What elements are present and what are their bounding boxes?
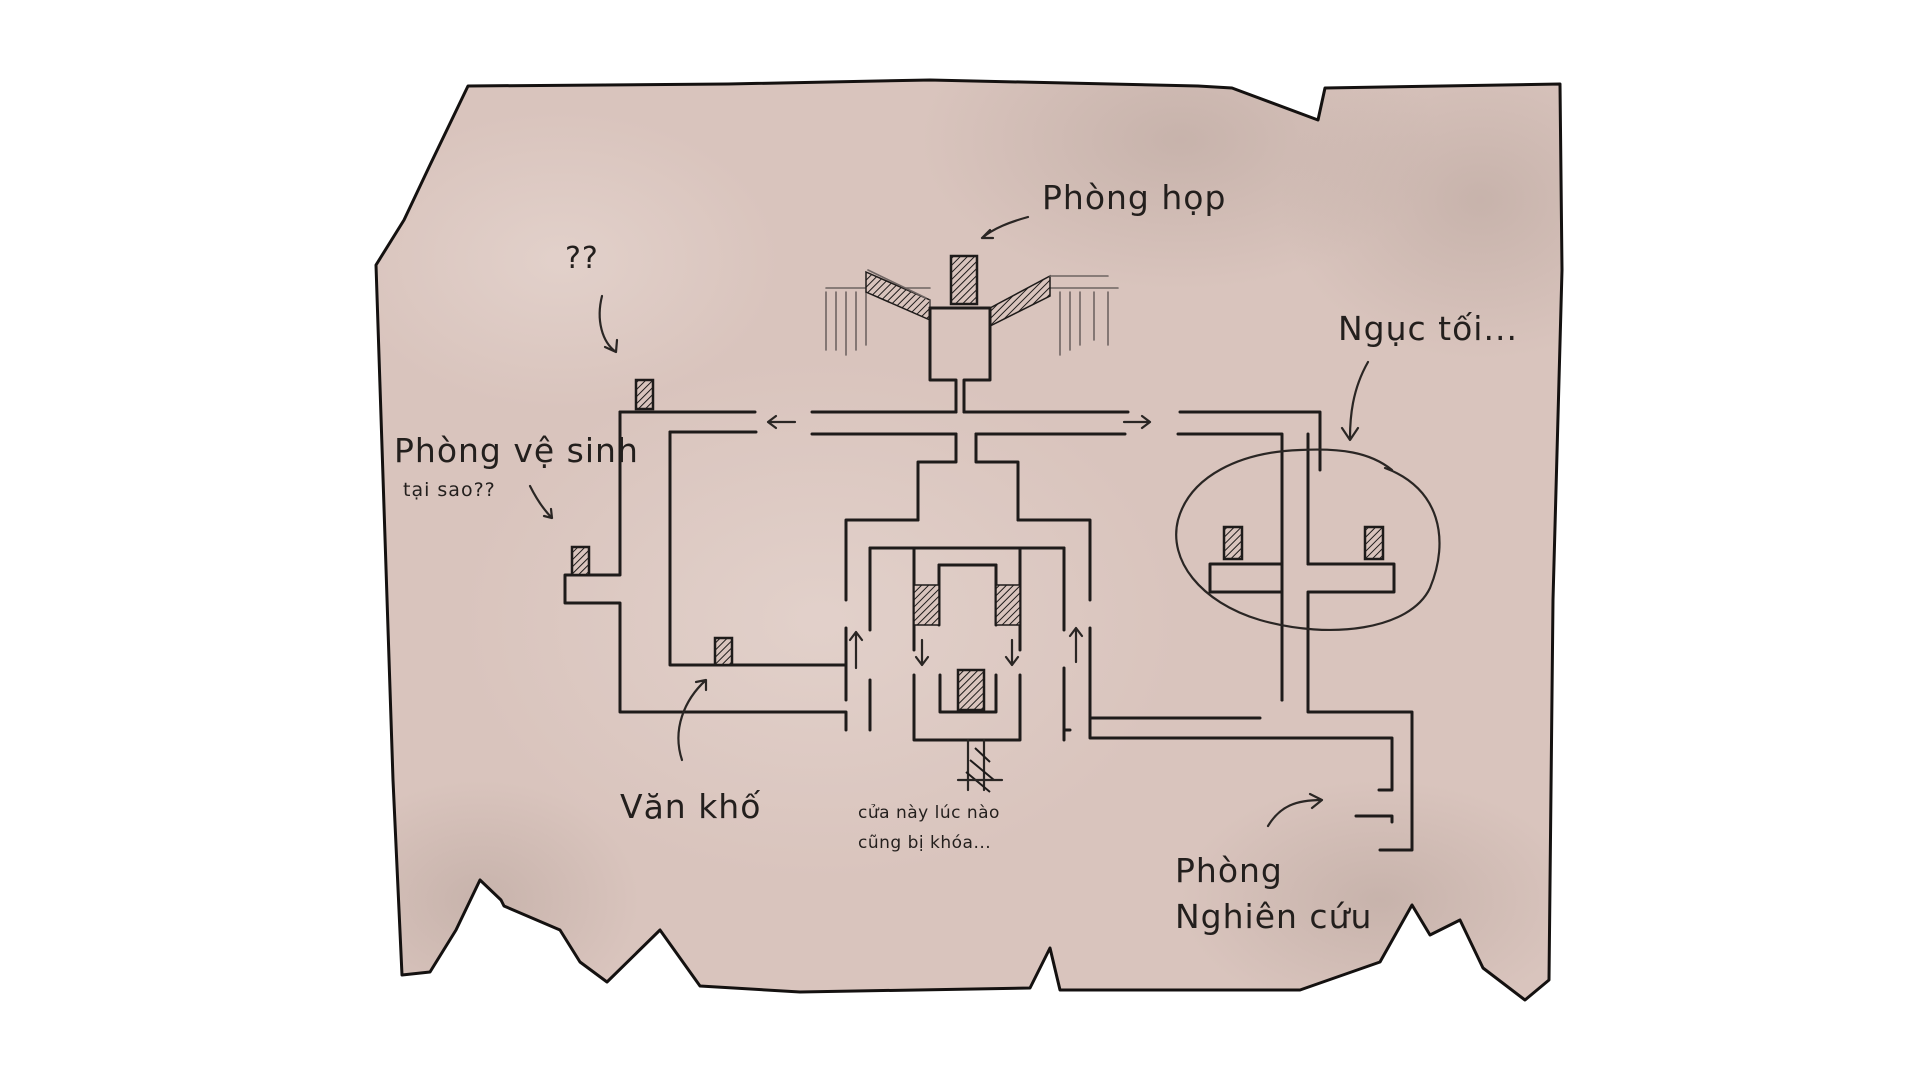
- meeting-room-label: Phòng họp: [1042, 178, 1226, 217]
- left-inner-stairs: [913, 584, 940, 626]
- archive-arrow: [677, 678, 708, 762]
- archive-door: [713, 636, 734, 667]
- floor-plan: [563, 254, 1441, 852]
- dungeon-arrow: [1340, 360, 1370, 442]
- dungeon-label: Ngục tối...: [1338, 309, 1518, 348]
- archive-label: Văn khố: [620, 787, 761, 826]
- restroom-door: [570, 545, 591, 577]
- research-room-arrow: [1266, 792, 1324, 828]
- meeting-room-arrow: [980, 215, 1030, 240]
- locked-door-note-line1: cửa này lúc nào: [858, 803, 1000, 823]
- annotation-arrows: [528, 215, 1370, 828]
- restroom-note-label: tại sao??: [403, 479, 496, 501]
- background-stairs-sketch: [825, 269, 1119, 356]
- parchment: [374, 78, 1564, 1002]
- restroom-arrow: [528, 484, 554, 520]
- map-labels: Phòng họp ?? Ngục tối... Phòng vệ sinh t…: [394, 178, 1518, 936]
- corridor-arrows: [766, 414, 1152, 670]
- dungeon-cell-right-door: [1363, 525, 1385, 561]
- parchment-outline: [374, 78, 1564, 1002]
- center-locked-door: [956, 668, 986, 712]
- right-inner-stairs: [995, 584, 1021, 626]
- restroom-label: Phòng vệ sinh: [394, 431, 639, 470]
- unknown-room-label: ??: [565, 241, 599, 276]
- research-room-label-line2: Nghiên cứu: [1175, 897, 1372, 936]
- meeting-room-door: [949, 254, 979, 306]
- locked-door-note-line2: cũng bị khóa...: [858, 833, 991, 853]
- dungeon-circle: [1175, 448, 1441, 632]
- research-room-label-line1: Phòng: [1175, 851, 1283, 890]
- unknown-arrow: [598, 294, 619, 354]
- unknown-door: [634, 378, 655, 411]
- dungeon-cell-left-door: [1222, 525, 1244, 561]
